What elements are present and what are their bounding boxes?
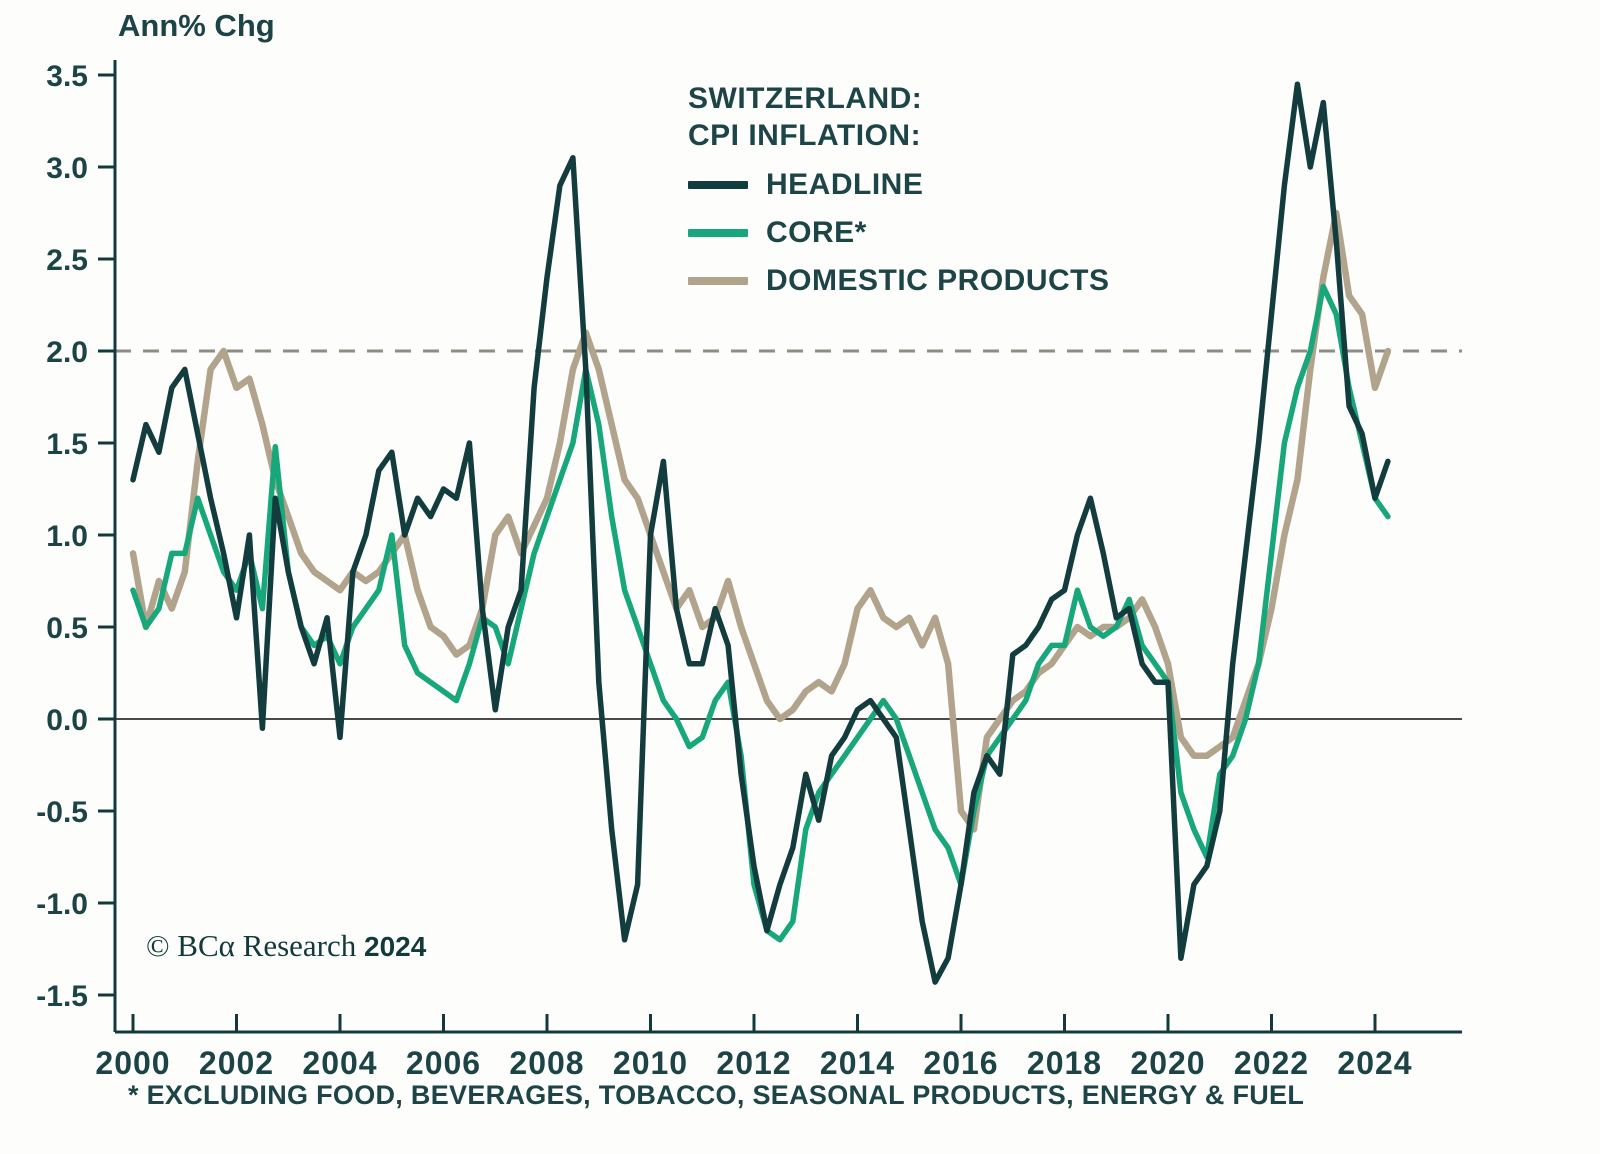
y-tick-label: 1.5 (46, 428, 88, 461)
copyright-notice: © BCα Research 2024 (146, 928, 426, 964)
legend-item-core: CORE* (688, 216, 1110, 250)
y-tick-label: -1.5 (36, 980, 88, 1013)
x-tick-label: 2020 (1130, 1045, 1205, 1081)
x-tick-label: 2012 (716, 1045, 791, 1081)
x-tick-label: 2022 (1234, 1045, 1309, 1081)
x-tick-label: 2016 (923, 1045, 998, 1081)
x-tick-label: 2018 (1027, 1045, 1102, 1081)
chart-legend: SWITZERLAND: CPI INFLATION: HEADLINE COR… (688, 80, 1110, 298)
legend-label-domestic-products: DOMESTIC PRODUCTS (766, 264, 1110, 297)
core-definition-footnote: * EXCLUDING FOOD, BEVERAGES, TOBACCO, SE… (128, 1080, 1305, 1110)
x-tick-label: 2000 (95, 1045, 170, 1081)
y-tick-label: 2.0 (46, 336, 88, 369)
legend-title-line1: SWITZERLAND: (688, 82, 923, 115)
x-tick-label: 2024 (1337, 1045, 1412, 1081)
legend-label-core: CORE* (766, 216, 867, 249)
x-tick-label: 2004 (302, 1045, 377, 1081)
x-tick-label: 2002 (199, 1045, 274, 1081)
domestic-products-series-line (129, 209, 1392, 833)
legend-label-headline: HEADLINE (766, 168, 924, 201)
y-tick-label: 0.5 (46, 612, 88, 645)
y-tick-label: 3.0 (46, 152, 88, 185)
copyright-year: 2024 (364, 931, 427, 962)
y-tick-label: -0.5 (36, 796, 88, 829)
y-tick-label: -1.0 (36, 888, 88, 921)
core-line-swatch (688, 229, 748, 237)
y-tick-label: 1.0 (46, 520, 88, 553)
legend-item-domestic-products: DOMESTIC PRODUCTS (688, 264, 1110, 298)
y-axis-title: Ann% Chg (118, 8, 275, 43)
legend-title-line2: CPI INFLATION: (688, 119, 922, 152)
y-tick-label: 2.5 (46, 244, 88, 277)
core-series-line (130, 283, 1391, 943)
legend-item-headline: HEADLINE (688, 168, 1110, 202)
x-tick-label: 2008 (509, 1045, 584, 1081)
bca-research-logo-text: © BCα Research (146, 928, 357, 963)
y-tick-label: 3.5 (46, 60, 88, 93)
x-tick-label: 2010 (613, 1045, 688, 1081)
headline-series-line (130, 81, 1391, 985)
y-tick-label: 0.0 (46, 704, 88, 737)
headline-line-swatch (688, 181, 748, 189)
x-tick-label: 2006 (406, 1045, 481, 1081)
domestic-products-line-swatch (688, 277, 748, 285)
x-tick-label: 2014 (820, 1045, 895, 1081)
